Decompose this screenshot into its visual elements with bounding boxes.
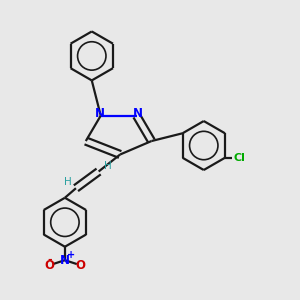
Text: O: O [75,259,85,272]
Text: -: - [48,255,52,265]
Text: O: O [44,259,54,272]
Text: H: H [64,177,71,187]
Text: N: N [95,107,105,120]
Text: N: N [60,254,70,267]
Text: N: N [133,107,143,120]
Text: Cl: Cl [234,153,245,163]
Text: +: + [68,250,76,260]
Text: H: H [104,160,112,170]
